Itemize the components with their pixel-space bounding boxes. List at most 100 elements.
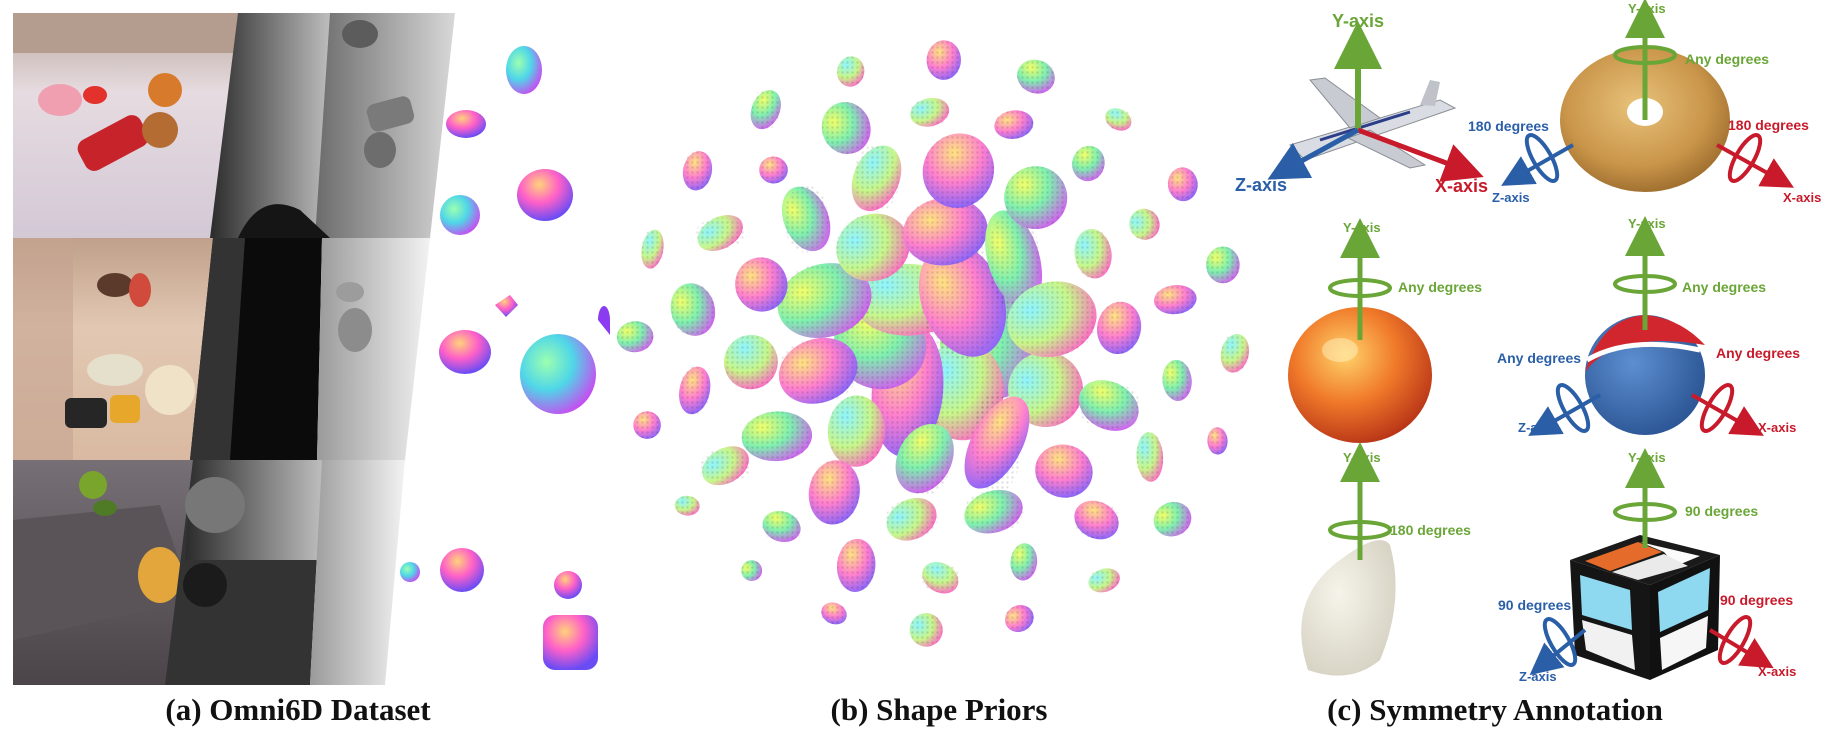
ball-y-axis-label: Y-axis bbox=[1628, 216, 1666, 231]
ball-y-rotation-label: Any degrees bbox=[1682, 279, 1766, 295]
cube-z-rotation-label: 90 degrees bbox=[1498, 597, 1571, 613]
shape-prior-texture bbox=[1206, 246, 1240, 284]
shape-prior-texture bbox=[994, 110, 1034, 139]
shape-prior-texture bbox=[759, 156, 788, 184]
shape-prior-texture bbox=[923, 133, 994, 209]
shape-prior-texture bbox=[696, 217, 745, 249]
shape-prior-texture bbox=[1221, 333, 1249, 373]
shape-prior-texture bbox=[1207, 427, 1228, 455]
shape-prior-texture bbox=[808, 460, 860, 525]
shape-prior-texture bbox=[700, 448, 751, 484]
cloth-y-axis-label: Y-axis bbox=[1343, 450, 1381, 465]
shape-prior-texture bbox=[971, 392, 1023, 493]
shape-prior-texture bbox=[853, 144, 900, 213]
shape-prior-texture bbox=[671, 283, 715, 337]
shape-prior-texture bbox=[751, 89, 780, 130]
shape-prior-texture bbox=[897, 422, 952, 495]
cloth-object bbox=[1301, 540, 1396, 676]
shape-prior-texture bbox=[1153, 285, 1197, 315]
caption-symmetry-annotation: (c) Symmetry Annotation bbox=[1327, 692, 1663, 727]
shape-prior-texture bbox=[987, 209, 1040, 309]
donut-y-rotation-label: Any degrees bbox=[1685, 51, 1769, 67]
shape-prior-texture bbox=[1162, 359, 1192, 401]
shape-prior-texture bbox=[1129, 208, 1160, 240]
shape-prior-texture bbox=[778, 338, 859, 403]
shape-prior-texture bbox=[822, 101, 871, 155]
airplane-z-axis-label: Z-axis bbox=[1235, 175, 1287, 195]
shape-prior-texture bbox=[909, 613, 943, 647]
donut-z-rotation-label: 180 degrees bbox=[1468, 118, 1549, 134]
shape-prior-texture bbox=[1153, 502, 1192, 537]
shape-prior-texture bbox=[633, 411, 661, 439]
donut-x-rotation-label: 180 degrees bbox=[1728, 117, 1809, 133]
shape-prior-texture bbox=[683, 151, 712, 191]
shape-prior-texture bbox=[820, 602, 848, 624]
shape-prior-texture bbox=[1104, 109, 1133, 130]
shape-prior-texture bbox=[679, 366, 710, 415]
caption-shape-priors: (b) Shape Priors bbox=[830, 692, 1048, 727]
donut-z-axis-label: Z-axis bbox=[1492, 190, 1530, 205]
shape-prior-texture bbox=[1006, 282, 1098, 357]
symmetry-diagram: Y-axis X-axis Z-axis Y-axis Any degrees … bbox=[1235, 0, 1821, 684]
shape-prior-texture bbox=[1167, 167, 1198, 202]
cube-z-axis-label: Z-axis bbox=[1519, 669, 1557, 684]
shape-prior-texture bbox=[741, 560, 763, 581]
shape-prior-texture bbox=[724, 334, 778, 390]
shape-prior-texture bbox=[921, 240, 1004, 359]
dataset-image-grid bbox=[13, 13, 610, 685]
shape-prior-texture bbox=[902, 197, 988, 266]
cube-y-rotation-label: 90 degrees bbox=[1685, 503, 1758, 519]
shape-prior-texture bbox=[762, 511, 801, 542]
shape-prior-texture bbox=[926, 40, 961, 80]
cube-object bbox=[1570, 535, 1720, 680]
airplane-x-axis-label: X-axis bbox=[1435, 176, 1488, 196]
apple-y-rotation-label: Any degrees bbox=[1398, 279, 1482, 295]
shape-prior-texture bbox=[837, 538, 876, 593]
shape-prior-texture bbox=[910, 98, 950, 127]
shape-prior-texture bbox=[1088, 568, 1121, 592]
caption-omni6d-dataset: (a) Omni6D Dataset bbox=[165, 692, 431, 727]
shape-prior-texture bbox=[1010, 543, 1038, 581]
airplane-y-axis-label: Y-axis bbox=[1332, 11, 1384, 31]
shape-prior-texture bbox=[837, 56, 865, 87]
cloth-y-rotation-label: 180 degrees bbox=[1390, 522, 1471, 538]
shape-prior-texture bbox=[885, 499, 938, 540]
apple-object bbox=[1288, 307, 1432, 443]
shape-prior-texture bbox=[1074, 228, 1112, 279]
shape-prior-texture bbox=[674, 495, 700, 516]
apple-y-axis-label: Y-axis bbox=[1343, 220, 1381, 235]
shape-prior-texture bbox=[741, 411, 813, 462]
cube-x-rotation-label: 90 degrees bbox=[1720, 592, 1793, 608]
shape-prior-texture bbox=[1016, 59, 1056, 94]
donut-y-axis-label: Y-axis bbox=[1628, 1, 1666, 16]
ball-z-rotation-label: Any degrees bbox=[1497, 350, 1581, 366]
shape-prior-texture bbox=[783, 185, 829, 253]
shape-prior-texture bbox=[921, 563, 960, 593]
ball-x-axis-label: X-axis bbox=[1758, 420, 1796, 435]
panel-symmetry-annotation: Y-axis X-axis Z-axis Y-axis Any degrees … bbox=[1230, 0, 1836, 690]
shape-prior-texture bbox=[835, 214, 911, 281]
shape-prior-texture bbox=[616, 321, 654, 353]
cube-y-axis-label: Y-axis bbox=[1628, 450, 1666, 465]
shape-prior-texture bbox=[1077, 381, 1140, 430]
shape-prior-texture bbox=[735, 257, 788, 312]
ball-x-rotation-label: Any degrees bbox=[1716, 345, 1800, 361]
donut-x-axis-label: X-axis bbox=[1783, 190, 1821, 205]
shape-prior-texture bbox=[963, 490, 1024, 533]
shape-prior-texture bbox=[1004, 166, 1068, 230]
shape-prior-texture bbox=[1136, 432, 1164, 482]
shape-prior-texture bbox=[827, 395, 885, 467]
panel-shape-priors bbox=[610, 0, 1260, 690]
shape-prior-texture bbox=[1073, 501, 1120, 539]
ball-object bbox=[1585, 315, 1705, 435]
ball-z-axis-label: Z-axis bbox=[1518, 420, 1556, 435]
shape-prior-texture bbox=[776, 264, 873, 338]
panel-omni6d-dataset bbox=[0, 0, 620, 690]
shape-prior-point-clouds bbox=[616, 40, 1250, 647]
shape-prior-texture bbox=[1072, 145, 1105, 182]
shape-prior-texture bbox=[1004, 605, 1034, 632]
shape-prior-texture bbox=[641, 229, 664, 269]
cube-x-axis-label: X-axis bbox=[1758, 664, 1796, 679]
shape-prior-texture bbox=[1035, 444, 1093, 498]
shape-prior-texture bbox=[1097, 301, 1141, 355]
